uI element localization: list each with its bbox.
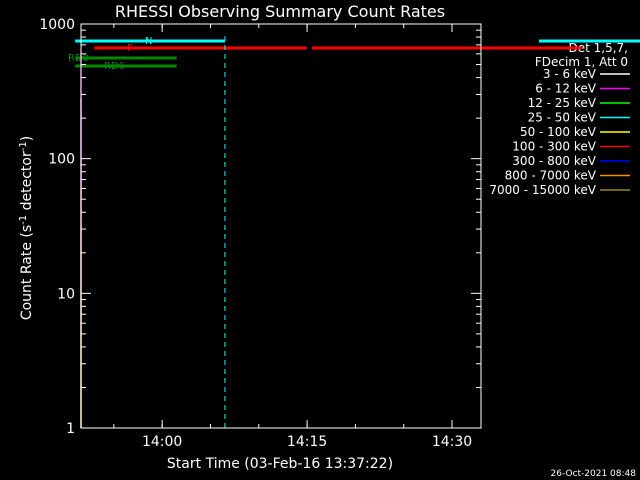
y-axis-label: Count Rate (s-1 detector-1) xyxy=(18,136,35,320)
y-tick-label-2: 100 xyxy=(48,152,75,168)
legend-label-7: 800 - 7000 keV xyxy=(505,169,597,183)
legend-label-6: 300 - 800 keV xyxy=(512,154,596,168)
flag-label-n: N xyxy=(145,36,152,47)
chart-title: RHESSI Observing Summary Count Rates xyxy=(115,2,445,21)
flag-label-f: F xyxy=(127,43,133,54)
legend-label-2: 12 - 25 keV xyxy=(528,96,597,110)
flag-label-rd0: RD0 xyxy=(68,53,89,64)
legend-label-5: 100 - 300 keV xyxy=(512,140,596,154)
y-tick-label-1: 10 xyxy=(57,286,75,302)
x-tick-label-1: 14:00 xyxy=(142,434,182,450)
legend-label-8: 7000 - 15000 keV xyxy=(489,183,596,197)
axes-frame xyxy=(80,23,482,429)
legend-label-0: 3 - 6 keV xyxy=(543,67,597,81)
x-tick-label-2: 14:15 xyxy=(287,434,327,450)
legend-header-line-2: FDecim 1, Att 0 xyxy=(535,55,628,69)
y-tick-label-3: 1000 xyxy=(39,17,75,33)
legend-label-3: 25 - 50 keV xyxy=(528,111,597,125)
y-tick-label-0: 1 xyxy=(66,421,75,437)
x-tick-label-3: 14:30 xyxy=(432,434,472,450)
legend-label-1: 6 - 12 keV xyxy=(535,82,597,96)
legend-label-4: 50 - 100 keV xyxy=(520,125,597,139)
legend-header-line-1: Det 1,5,7, xyxy=(569,41,629,55)
footer-timestamp: 26-Oct-2021 08:48 xyxy=(551,469,637,479)
x-axis-label: Start Time (03-Feb-16 13:37:22) xyxy=(167,456,393,472)
flag-label-rd6: RD6 xyxy=(104,61,125,72)
axes: 14:00 14:15 14:30 1 10 100 1000 xyxy=(39,17,482,450)
